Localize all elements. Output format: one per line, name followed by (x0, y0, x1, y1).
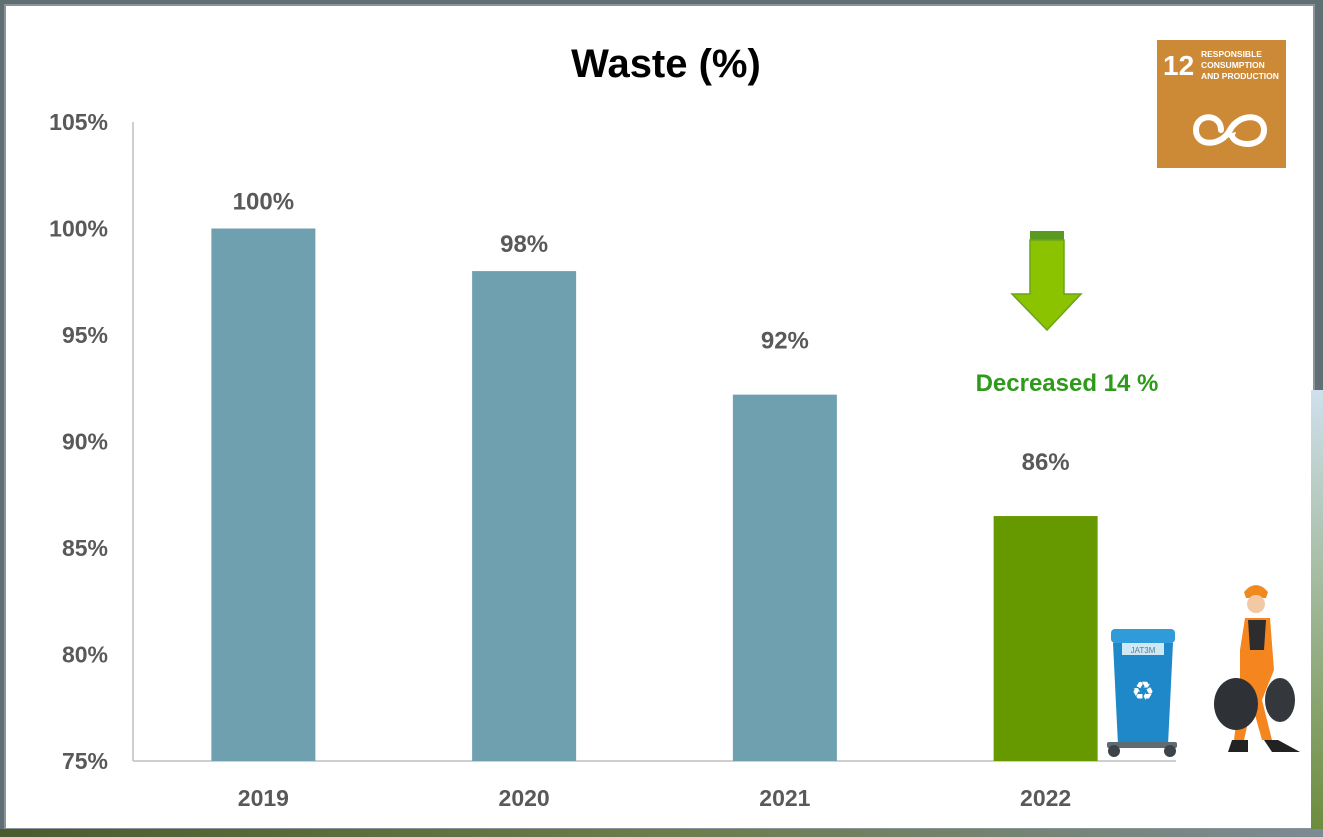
chart-title: Waste (%) (571, 42, 761, 86)
bar-2019 (211, 228, 316, 761)
bars (211, 228, 1098, 761)
y-tick-label: 85% (62, 535, 108, 561)
garbage-worker-icon (1214, 585, 1300, 752)
data-labels: 100% 98% 92% 86% (233, 189, 1070, 477)
infinity-loop-icon (1192, 114, 1268, 147)
decrease-annotation: Decreased 14 % (976, 370, 1159, 397)
x-tick-labels: 2019 2020 2021 2022 (238, 785, 1071, 811)
y-tick-labels: 75% 80% 85% 90% 95% 100% 105% (49, 109, 108, 774)
y-tick-label: 75% (62, 748, 108, 774)
bar-2022 (993, 516, 1098, 761)
data-label-2019: 100% (233, 189, 294, 216)
y-tick-label: 100% (49, 216, 108, 242)
sdg-line-2: CONSUMPTION (1201, 60, 1265, 70)
recycle-bin-icon: JAT3M ♻ (1107, 629, 1177, 757)
y-tick-label: 80% (62, 642, 108, 668)
x-tick-label-2019: 2019 (238, 785, 289, 811)
bar-2020 (472, 271, 577, 761)
data-label-2021: 92% (761, 328, 809, 355)
sdg-badge: 12 RESPONSIBLE CONSUMPTION AND PRODUCTIO… (1157, 40, 1286, 168)
y-tick-label: 105% (49, 109, 108, 135)
recycle-symbol: ♻ (1131, 677, 1154, 707)
sdg-line-3: AND PRODUCTION (1201, 71, 1279, 81)
background-edge (1311, 390, 1323, 837)
bar-2021 (732, 394, 837, 761)
data-label-2020: 98% (500, 231, 548, 258)
background-bottom (0, 829, 1323, 837)
sdg-badge-background (1157, 40, 1286, 168)
x-tick-label-2021: 2021 (759, 785, 810, 811)
sdg-line-1: RESPONSIBLE (1201, 49, 1262, 59)
data-label-2022: 86% (1022, 449, 1070, 476)
down-arrow-icon (1010, 231, 1083, 332)
y-tick-label: 95% (62, 322, 108, 348)
x-tick-label-2022: 2022 (1020, 785, 1071, 811)
sdg-number: 12 (1163, 50, 1194, 81)
x-tick-label-2020: 2020 (499, 785, 550, 811)
bin-label: JAT3M (1131, 646, 1156, 655)
y-tick-label: 90% (62, 429, 108, 455)
